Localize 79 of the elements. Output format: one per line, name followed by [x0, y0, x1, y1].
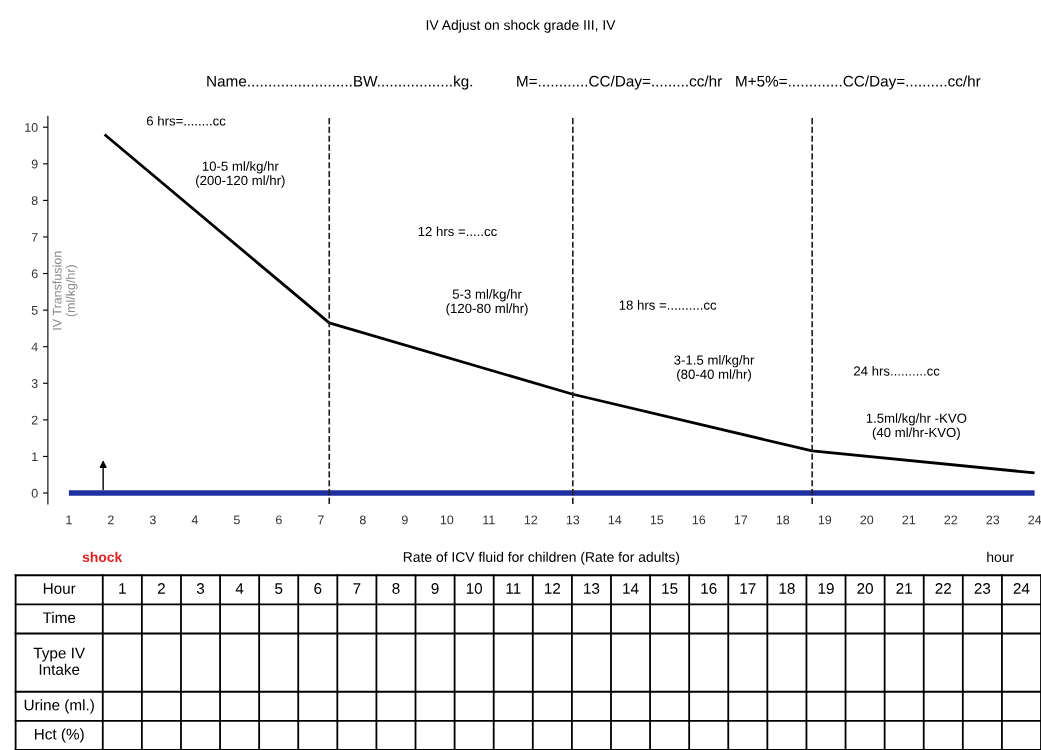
x-tick-label: 24 — [1013, 583, 1030, 594]
x-tick-label: 11 — [506, 583, 521, 594]
x-tick-label: 14 — [608, 515, 622, 525]
x-tick-label: 5 — [275, 583, 283, 594]
y-tick-label: 1 — [32, 452, 38, 461]
y-tick-label: 7 — [31, 232, 38, 242]
y-tick-label: 2 — [31, 415, 38, 425]
x-tick-label: 17 — [740, 583, 756, 594]
x-tick-label: 1 — [119, 583, 126, 594]
annotation: 18 hrs =..........cc — [619, 300, 717, 310]
y-tick-label: Type IV Intake — [33, 647, 86, 675]
y-tick-label: 10 — [25, 123, 38, 132]
y-tick-label: 4 — [31, 342, 38, 352]
x-tick-label: 7 — [353, 583, 361, 594]
x-tick-label: 18 — [779, 583, 795, 594]
x-tick-label: 4 — [235, 583, 244, 594]
x-axis-title: Rate of ICV fluid for children (Rate for adults) — [403, 551, 680, 565]
x-tick-label: 4 — [191, 515, 198, 525]
x-tick-label: 10 — [440, 515, 454, 525]
x-tick-label: 23 — [974, 583, 991, 594]
y-tick-label: Urine (ml.) — [24, 699, 94, 714]
y-tick-label: 8 — [31, 196, 38, 206]
x-tick-label: 20 — [860, 515, 874, 525]
chart-subtitle: Name.........................BW..................kg. M=............CC/Day=.........cc/hr M+5%=.............CC/Day=..........cc/hr — [207, 75, 981, 90]
x-tick-label: 13 — [584, 583, 600, 594]
x-tick-label: 2 — [157, 583, 165, 594]
x-tick-label: 11 — [483, 515, 495, 525]
annotation: 12 hrs =.....cc — [418, 226, 497, 237]
y-tick-label: 9 — [31, 159, 38, 169]
x-tick-label: 5 — [233, 515, 240, 525]
x-tick-label: 8 — [392, 583, 400, 594]
x-tick-label: 7 — [318, 515, 324, 525]
x-tick-label: 21 — [902, 515, 916, 525]
line-series — [103, 133, 1035, 475]
y-tick-label: Hct (%) — [34, 728, 84, 743]
x-tick-label: 18 — [776, 515, 790, 525]
x-tick-label: 12 — [545, 583, 561, 594]
x-tick-label: 24 — [1028, 515, 1041, 525]
x-tick-label: 1 — [66, 515, 72, 525]
x-tick-label: 16 — [692, 515, 706, 525]
x-tick-label: 14 — [623, 583, 639, 594]
x-tick-label: 8 — [359, 515, 366, 525]
x-tick-label: 10 — [466, 583, 483, 594]
x-tick-label: 15 — [650, 515, 664, 525]
x-tick-label: 3 — [149, 515, 156, 525]
y-tick-label: 3 — [31, 379, 38, 388]
annotation: 1.5ml/kg/hr -KVO (40 ml/hr-KVO) — [866, 413, 967, 440]
y-tick-label: Time — [42, 611, 76, 624]
chart-title: IV Adjust on shock grade III, IV — [426, 19, 616, 33]
x-tick-label: 16 — [701, 583, 717, 594]
y-tick-label: 0 — [31, 488, 38, 498]
x-axis-title: Hour — [43, 583, 76, 594]
x-tick-label: 19 — [818, 515, 832, 525]
x-tick-label: 3 — [196, 583, 205, 594]
x-tick-label: 6 — [314, 583, 322, 594]
y-tick-label: 5 — [31, 306, 38, 315]
y-axis-title: IV Transfusion (ml/kg/hr) — [52, 251, 78, 330]
text: hour — [987, 551, 1014, 563]
annotation: 24 hrs..........cc — [854, 366, 940, 376]
x-tick-label: 12 — [524, 515, 538, 525]
x-tick-label: 15 — [662, 583, 678, 594]
x-tick-label: 22 — [935, 583, 951, 594]
annotation: 5-3 ml/kg/hr (120-80 ml/hr) — [446, 289, 528, 316]
x-tick-label: 6 — [276, 515, 282, 525]
x-tick-label: 20 — [857, 583, 873, 594]
x-tick-label: 19 — [818, 583, 834, 594]
x-tick-label: 23 — [986, 515, 1000, 525]
annotation: 3-1.5 ml/kg/hr (80-40 ml/hr) — [674, 355, 755, 382]
x-tick-label: 21 — [896, 583, 912, 594]
text: shock — [82, 551, 123, 563]
x-tick-label: 9 — [431, 583, 439, 594]
x-tick-label: 9 — [401, 515, 408, 525]
x-tick-label: 17 — [734, 515, 748, 525]
x-tick-label: 2 — [108, 515, 114, 525]
y-tick-label: 6 — [31, 269, 38, 279]
x-tick-label: 22 — [944, 515, 958, 525]
annotation: 10-5 ml/kg/hr (200-120 ml/hr) — [196, 161, 285, 188]
annotation: 6 hrs=........cc — [146, 115, 226, 126]
x-tick-label: 13 — [566, 515, 580, 525]
